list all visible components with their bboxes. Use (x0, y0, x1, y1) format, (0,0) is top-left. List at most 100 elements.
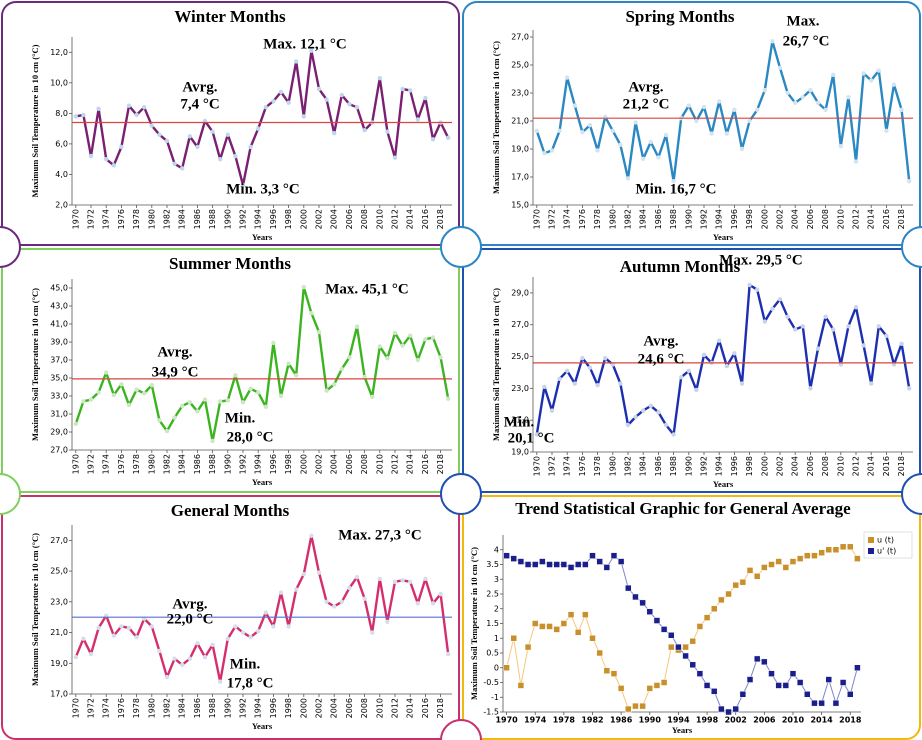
x-tick-label: 1994 (667, 716, 690, 725)
data-point (218, 679, 223, 684)
data-point (732, 581, 739, 589)
data-point (789, 558, 797, 565)
data-point (339, 366, 344, 372)
data-point (717, 338, 722, 343)
data-point (686, 368, 691, 374)
data-point (660, 679, 668, 686)
data-point (682, 643, 689, 651)
data-line (535, 40, 911, 183)
x-tick-label: 1994 (254, 698, 263, 718)
data-point (739, 578, 747, 586)
data-point (818, 549, 825, 556)
frame-joint (440, 719, 482, 740)
data-point (565, 368, 570, 374)
data-point (126, 103, 132, 108)
data-point (96, 625, 101, 631)
data-point (339, 92, 344, 98)
x-tick-label: 1986 (193, 454, 202, 474)
x-tick-label: 1978 (553, 716, 576, 725)
y-tick-label: 29,0 (50, 428, 68, 437)
data-point (589, 635, 596, 642)
data-line (74, 285, 450, 443)
data-point (641, 156, 646, 161)
annotation: Max. (787, 13, 820, 29)
data-point (671, 179, 676, 184)
data-point (603, 667, 611, 674)
chart-panel: Summer Months 27,0 29,0 31,0 33,0 35,0 37,0 39,… (1, 248, 460, 493)
data-point (157, 418, 162, 423)
x-tick-label: 2008 (821, 209, 830, 229)
frame-joint (0, 226, 21, 268)
data-point (694, 387, 699, 393)
data-point (785, 90, 790, 96)
x-tick-label: 1976 (117, 698, 126, 718)
data-point (617, 558, 625, 565)
data-point (560, 561, 568, 568)
data-point (172, 415, 177, 420)
data-point (595, 382, 600, 388)
x-tick-label: 2016 (421, 454, 430, 474)
data-point (309, 48, 314, 53)
data-point (853, 159, 859, 164)
data-point (157, 648, 162, 654)
y-tick-label: 27,0 (511, 33, 529, 42)
data-point (724, 131, 729, 136)
y-tick-label: 27,0 (511, 320, 529, 329)
data-point (248, 634, 253, 640)
data-point (565, 75, 570, 80)
annotation: Min. (504, 414, 535, 430)
data-point (415, 357, 420, 363)
data-point (782, 564, 790, 571)
x-tick-label: 1992 (239, 209, 248, 229)
data-point (542, 384, 547, 389)
data-point (632, 593, 639, 601)
x-tick-label: 2014 (406, 698, 415, 718)
x-tick-label: 1982 (163, 454, 172, 474)
frame-joint (440, 473, 482, 515)
chart-title: Spring Months (625, 7, 734, 26)
data-point (180, 166, 185, 171)
annotation: Min. 16,7 °C (636, 181, 717, 197)
x-tick-label: 2002 (315, 698, 324, 718)
data-point (324, 599, 329, 605)
data-point (617, 685, 625, 692)
data-point (648, 139, 653, 145)
data-point (572, 381, 577, 386)
data-point (641, 408, 646, 413)
data-line (74, 534, 450, 683)
data-point (725, 590, 732, 598)
panel-frame (1, 1, 460, 246)
data-point (587, 365, 593, 370)
data-point (400, 578, 405, 583)
x-tick-label: 1998 (745, 456, 754, 476)
data-point (717, 99, 722, 104)
x-tick-label: 2018 (436, 454, 445, 474)
data-point (899, 341, 904, 347)
data-point (770, 306, 775, 312)
x-tick-label: 2012 (852, 456, 861, 476)
data-point (134, 112, 139, 118)
data-point (739, 146, 745, 152)
y-tick-label: 23,0 (511, 89, 529, 98)
y-tick-label: 19,0 (511, 448, 529, 457)
data-point (808, 386, 813, 391)
data-point (240, 400, 246, 405)
data-point (339, 599, 344, 605)
data-point (639, 702, 646, 710)
y-axis-label: Maximum Soil Temperature in 10 cm (°C) (491, 288, 501, 441)
y-tick-label: 41,0 (50, 320, 68, 329)
y-axis-label: Maximum Soil Temperature in 10 cm (°C) (30, 533, 40, 686)
x-tick-label: 2014 (867, 456, 876, 476)
x-tick-label: 1972 (87, 454, 96, 474)
data-point (689, 637, 696, 645)
x-tick-label: 1980 (147, 698, 156, 718)
data-point (524, 643, 532, 651)
data-point (332, 131, 337, 136)
data-point (73, 421, 79, 427)
data-point (104, 156, 109, 162)
x-tick-label: 1998 (284, 209, 293, 229)
data-point (768, 561, 775, 568)
data-point (907, 386, 912, 391)
data-point (884, 128, 889, 133)
